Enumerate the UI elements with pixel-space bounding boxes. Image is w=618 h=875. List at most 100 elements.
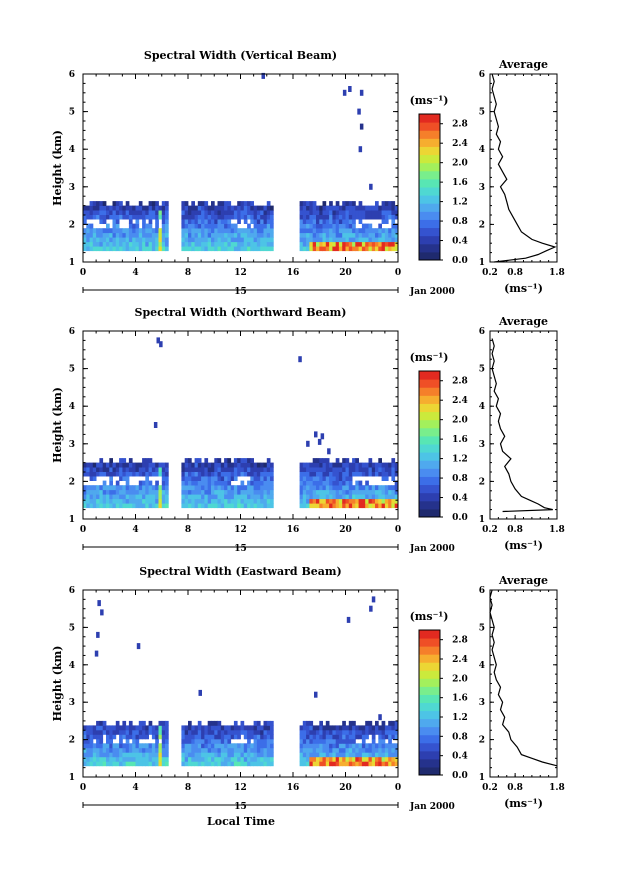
colorbar-swatch xyxy=(419,251,440,261)
width-cell xyxy=(148,246,153,252)
width-cell xyxy=(260,503,264,509)
width-cell xyxy=(358,761,363,767)
width-cell xyxy=(299,462,304,468)
width-cell xyxy=(184,219,189,224)
width-cell xyxy=(138,228,143,234)
width-cell xyxy=(86,734,90,740)
width-cell xyxy=(247,223,251,229)
width-cell xyxy=(384,761,389,767)
width-cell xyxy=(201,210,205,215)
width-cell xyxy=(329,494,333,500)
width-cell xyxy=(227,756,232,762)
width-cell xyxy=(302,756,307,762)
width-cell xyxy=(299,752,304,758)
width-cell xyxy=(122,214,127,220)
width-cell xyxy=(250,467,254,472)
width-cell xyxy=(391,743,396,749)
width-cell xyxy=(112,462,117,468)
width-cell xyxy=(250,485,254,491)
width-cell xyxy=(306,228,310,234)
width-cell xyxy=(155,761,159,767)
width-cell xyxy=(145,241,149,247)
width-cell xyxy=(384,214,389,220)
width-cell xyxy=(194,738,199,744)
width-cell xyxy=(378,498,382,504)
width-cell xyxy=(240,503,245,509)
width-cell xyxy=(391,476,396,481)
width-cell xyxy=(119,237,123,243)
sparse-point xyxy=(348,86,352,92)
width-cell xyxy=(332,743,337,749)
width-cell xyxy=(260,494,264,500)
x-axis-label: Local Time xyxy=(207,815,275,828)
width-cell xyxy=(263,237,268,243)
width-cell xyxy=(250,476,254,481)
width-cell xyxy=(194,241,199,247)
width-cell xyxy=(217,219,222,224)
width-cell xyxy=(306,467,310,472)
width-cell xyxy=(132,241,136,247)
width-cell xyxy=(335,489,340,495)
width-cell xyxy=(394,734,399,740)
width-cell xyxy=(247,756,251,762)
width-cell xyxy=(355,489,359,495)
width-cell xyxy=(237,725,241,731)
width-cell xyxy=(325,458,330,463)
width-cell xyxy=(128,228,133,234)
width-cell xyxy=(371,747,376,753)
width-cell xyxy=(322,201,327,206)
width-cell xyxy=(96,743,100,749)
width-cell xyxy=(345,725,350,731)
width-cell xyxy=(233,476,238,481)
colorbar-tick-label: 2.4 xyxy=(452,655,468,665)
width-cell xyxy=(309,237,314,243)
width-cell xyxy=(381,214,386,220)
width-cell xyxy=(322,743,327,749)
width-cell xyxy=(365,498,369,504)
width-cell xyxy=(256,241,261,247)
width-cell xyxy=(217,485,222,491)
avg-x-tick-label: 0.8 xyxy=(507,268,523,278)
width-cell xyxy=(381,232,386,238)
width-cell xyxy=(358,471,363,477)
width-cell xyxy=(207,729,212,735)
width-cell xyxy=(237,729,241,735)
width-cell xyxy=(348,219,353,224)
width-cell xyxy=(227,734,232,740)
width-cell xyxy=(338,228,343,234)
width-cell xyxy=(365,471,369,477)
width-cell xyxy=(352,237,356,243)
width-cell xyxy=(214,480,218,486)
width-cell xyxy=(319,237,323,243)
width-cell xyxy=(381,725,386,731)
width-cell xyxy=(92,205,97,211)
width-cell xyxy=(135,729,140,735)
width-cell xyxy=(306,747,310,753)
width-cell xyxy=(230,462,235,468)
width-cell xyxy=(299,738,304,744)
width-cell xyxy=(86,246,90,252)
width-cell xyxy=(375,210,379,215)
width-cell xyxy=(217,761,222,767)
width-cell xyxy=(243,734,248,740)
width-cell xyxy=(266,246,271,252)
width-cell xyxy=(148,725,153,731)
width-cell xyxy=(306,480,310,486)
width-cell xyxy=(345,738,350,744)
width-cell xyxy=(348,734,353,740)
width-cell xyxy=(355,729,359,735)
width-cell xyxy=(312,219,317,224)
width-cell xyxy=(381,237,386,243)
width-cell xyxy=(148,214,153,220)
width-cell xyxy=(204,205,209,211)
width-cell xyxy=(391,761,396,767)
width-cell xyxy=(96,494,100,500)
width-cell xyxy=(348,752,353,758)
y-tick-label: 5 xyxy=(69,108,75,118)
width-cell xyxy=(270,214,274,220)
width-cell xyxy=(325,480,330,486)
width-cell xyxy=(329,729,333,735)
width-cell xyxy=(378,223,382,229)
width-cell xyxy=(181,237,186,243)
width-cell xyxy=(132,734,136,740)
